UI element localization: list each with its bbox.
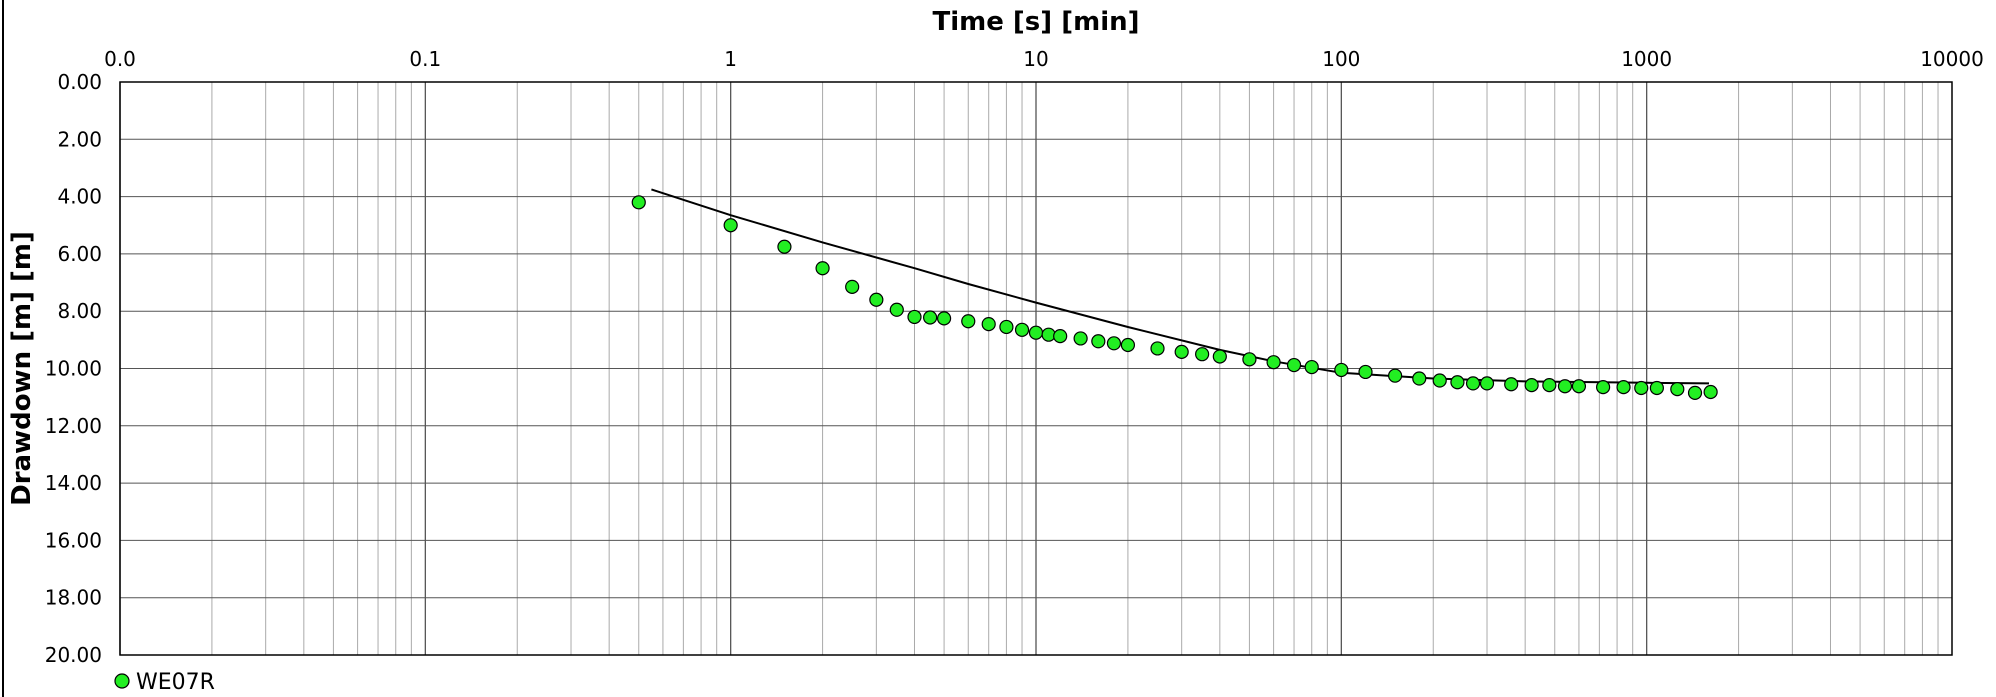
y-tick-label: 18.00 xyxy=(45,586,102,610)
data-point xyxy=(1286,357,1302,373)
data-point xyxy=(1387,368,1403,383)
data-point xyxy=(1504,377,1519,392)
data-point xyxy=(1014,322,1030,337)
data-point xyxy=(1465,376,1481,391)
x-axis-title: Time [s] [min] xyxy=(933,7,1140,37)
x-tick-label: 1000 xyxy=(1621,47,1672,71)
data-point xyxy=(1358,364,1373,380)
data-point xyxy=(1174,344,1189,359)
data-point xyxy=(1073,331,1088,346)
data-point xyxy=(1687,385,1703,400)
x-tick-label: 10 xyxy=(1023,47,1048,71)
data-point xyxy=(1334,362,1349,378)
data-point xyxy=(845,279,860,294)
x-tick-label: 0.1 xyxy=(409,47,441,71)
data-point xyxy=(936,311,952,326)
data-point xyxy=(1028,325,1044,340)
y-tick-label: 20.00 xyxy=(45,643,102,667)
data-point xyxy=(723,218,738,233)
data-point xyxy=(1212,349,1227,364)
x-tick-label: 100 xyxy=(1322,47,1360,71)
data-point xyxy=(923,310,938,325)
data-point xyxy=(999,319,1014,335)
x-tick-label: 0.0 xyxy=(104,47,136,71)
legend-label: WE07R xyxy=(136,670,215,695)
y-tick-label: 12.00 xyxy=(45,414,102,438)
data-point xyxy=(889,302,904,317)
data-point xyxy=(907,309,922,325)
legend-marker-circle xyxy=(114,673,130,689)
x-tick-label: 10000 xyxy=(1920,47,1984,71)
grid-layer xyxy=(119,81,1952,656)
x-tick-labels: 0.0 0.1 1 10 100 1000 10000 xyxy=(104,47,1984,71)
series-layer xyxy=(631,188,1718,400)
data-point xyxy=(1304,359,1319,375)
data-point xyxy=(1649,380,1664,396)
data-point xyxy=(1091,334,1106,349)
x-tick-label: 1 xyxy=(724,47,737,71)
data-point xyxy=(1120,337,1136,353)
y-tick-label: 16.00 xyxy=(45,528,102,552)
plot-area-frame xyxy=(119,81,1953,656)
data-point xyxy=(1450,375,1465,390)
data-point xyxy=(1041,327,1056,342)
legend: WE07R xyxy=(114,670,215,695)
y-tick-label: 14.00 xyxy=(45,471,102,495)
data-point xyxy=(1106,336,1122,351)
data-point xyxy=(961,314,976,329)
data-point xyxy=(1703,384,1718,400)
y-tick-labels: 0.00 2.00 4.00 6.00 8.00 10.00 12.00 14.00 16.00… xyxy=(45,70,102,667)
data-point xyxy=(1634,380,1649,396)
data-point xyxy=(1596,380,1611,395)
data-point xyxy=(1242,352,1257,367)
data-point xyxy=(869,292,884,307)
data-point xyxy=(777,239,792,254)
y-tick-label: 0.00 xyxy=(57,70,102,94)
data-point xyxy=(1542,378,1557,393)
data-point xyxy=(1524,378,1539,393)
data-point xyxy=(1150,341,1165,356)
data-point xyxy=(1266,355,1281,370)
data-point xyxy=(1053,329,1068,344)
y-tick-label: 8.00 xyxy=(57,299,102,323)
data-point xyxy=(1557,379,1573,394)
data-point xyxy=(1412,371,1427,386)
data-point xyxy=(1670,382,1685,397)
data-point xyxy=(815,261,830,276)
data-point xyxy=(1571,379,1587,394)
data-point xyxy=(1479,376,1495,391)
y-tick-label: 4.00 xyxy=(57,185,102,209)
data-point xyxy=(1195,347,1210,362)
data-point xyxy=(631,195,646,210)
y-tick-label: 2.00 xyxy=(57,127,102,151)
data-point xyxy=(981,316,996,332)
data-point xyxy=(1616,380,1631,395)
y-axis-title: Drawdown [m] [m] xyxy=(7,231,37,506)
data-point xyxy=(1432,373,1447,388)
y-tick-label: 6.00 xyxy=(57,242,102,266)
y-tick-label: 10.00 xyxy=(45,357,102,381)
